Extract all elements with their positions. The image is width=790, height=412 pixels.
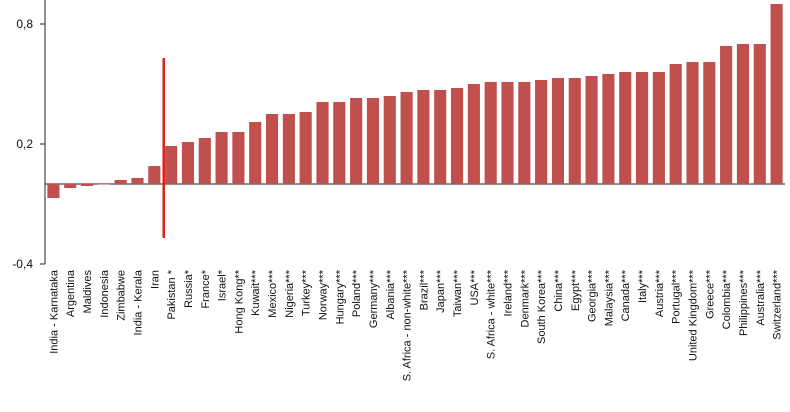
bar <box>350 98 363 184</box>
x-category-label: Malaysia*** <box>603 269 615 326</box>
x-category-label: Iran <box>149 270 161 289</box>
x-category-label: Philippines*** <box>738 269 750 336</box>
x-category-label: Poland*** <box>351 269 363 317</box>
bar <box>551 78 565 184</box>
x-category-label: South Korea*** <box>536 269 548 344</box>
bar <box>148 166 161 184</box>
bar <box>400 92 413 184</box>
bar <box>518 82 531 184</box>
bar <box>585 76 598 184</box>
x-category-label: Austria*** <box>654 269 666 317</box>
x-category-label: Egypt*** <box>570 269 582 311</box>
bar <box>602 74 615 184</box>
x-category-label: Colombia*** <box>721 269 733 329</box>
bar <box>652 72 665 184</box>
bar <box>434 90 447 184</box>
bar <box>686 62 699 184</box>
bar <box>450 88 464 184</box>
bar <box>753 44 766 184</box>
x-category-label: India - Kerala <box>133 269 145 335</box>
x-category-label: Italy*** <box>637 269 649 303</box>
x-category-label: Greece*** <box>704 269 716 319</box>
x-category-label: Hungary*** <box>334 269 346 324</box>
bar <box>64 184 77 188</box>
bar <box>736 44 750 184</box>
bar <box>198 138 211 184</box>
x-category-label: Mexico*** <box>267 269 279 317</box>
x-category-label: Indonesia <box>99 269 111 318</box>
x-category-label: Kuwait*** <box>250 269 262 316</box>
x-category-label: Pakistan * <box>166 269 178 319</box>
bar <box>770 4 783 184</box>
x-category-label: Portugal*** <box>671 269 683 324</box>
x-category-label: Argentina <box>65 269 77 317</box>
bar <box>333 102 346 184</box>
x-category-label: Nigeria*** <box>284 269 296 317</box>
x-category-label: Russia* <box>183 269 195 308</box>
bar <box>165 146 178 184</box>
x-category-label: Zimbabwe <box>116 270 128 321</box>
x-category-label: Switzerland*** <box>772 269 784 339</box>
x-category-label: S. Africa - white*** <box>486 269 498 359</box>
bar <box>568 78 581 184</box>
x-category-label: Maldives <box>82 270 94 314</box>
x-category-label: Albania*** <box>385 269 397 319</box>
x-category-label: USA*** <box>469 269 481 305</box>
x-category-label: United Kingdom*** <box>688 269 700 361</box>
x-category-label: Hong Kong** <box>233 269 245 333</box>
bar <box>383 96 396 184</box>
x-category-label: Canada*** <box>620 269 632 321</box>
bar <box>467 84 480 184</box>
y-tick-label: 0,2 <box>16 137 33 151</box>
bar <box>635 72 649 184</box>
bar <box>669 64 682 184</box>
x-category-label: Brazil*** <box>418 269 430 310</box>
bar <box>97 184 110 185</box>
bar <box>181 142 195 184</box>
bar <box>535 80 548 184</box>
bar <box>501 82 514 184</box>
bar <box>215 132 228 184</box>
bar <box>366 98 380 184</box>
x-category-label: Denmark*** <box>519 269 531 327</box>
bar <box>114 180 127 184</box>
x-category-label: China*** <box>553 269 565 311</box>
x-category-label: Ireland*** <box>503 269 515 316</box>
x-category-label: Israel* <box>217 269 229 301</box>
x-category-label: Turkey*** <box>301 269 313 316</box>
x-category-label: Taiwan*** <box>452 269 464 317</box>
bar <box>703 62 716 184</box>
bar <box>299 112 312 184</box>
bar <box>316 102 329 184</box>
bar <box>232 132 245 184</box>
bar <box>720 46 733 184</box>
x-category-label: France* <box>200 269 212 308</box>
y-tick-label: -0,4 <box>12 257 33 271</box>
bar <box>131 178 144 184</box>
x-category-label: Georgia*** <box>587 269 599 322</box>
bar <box>484 82 497 184</box>
bar <box>265 114 279 184</box>
x-category-label: S. Africa - non-white*** <box>402 269 414 381</box>
x-category-label: Norway*** <box>318 269 330 320</box>
x-category-label: Australia*** <box>755 269 767 325</box>
bar <box>80 184 94 186</box>
bar <box>47 184 60 198</box>
bar <box>619 72 632 184</box>
bar <box>249 122 262 184</box>
y-tick-label: 0,8 <box>16 17 33 31</box>
x-category-label: Germany*** <box>368 269 380 328</box>
bar <box>282 114 295 184</box>
x-category-label: Japan*** <box>435 269 447 313</box>
x-category-label: India - Karnataka <box>48 269 60 354</box>
bar <box>417 90 430 184</box>
